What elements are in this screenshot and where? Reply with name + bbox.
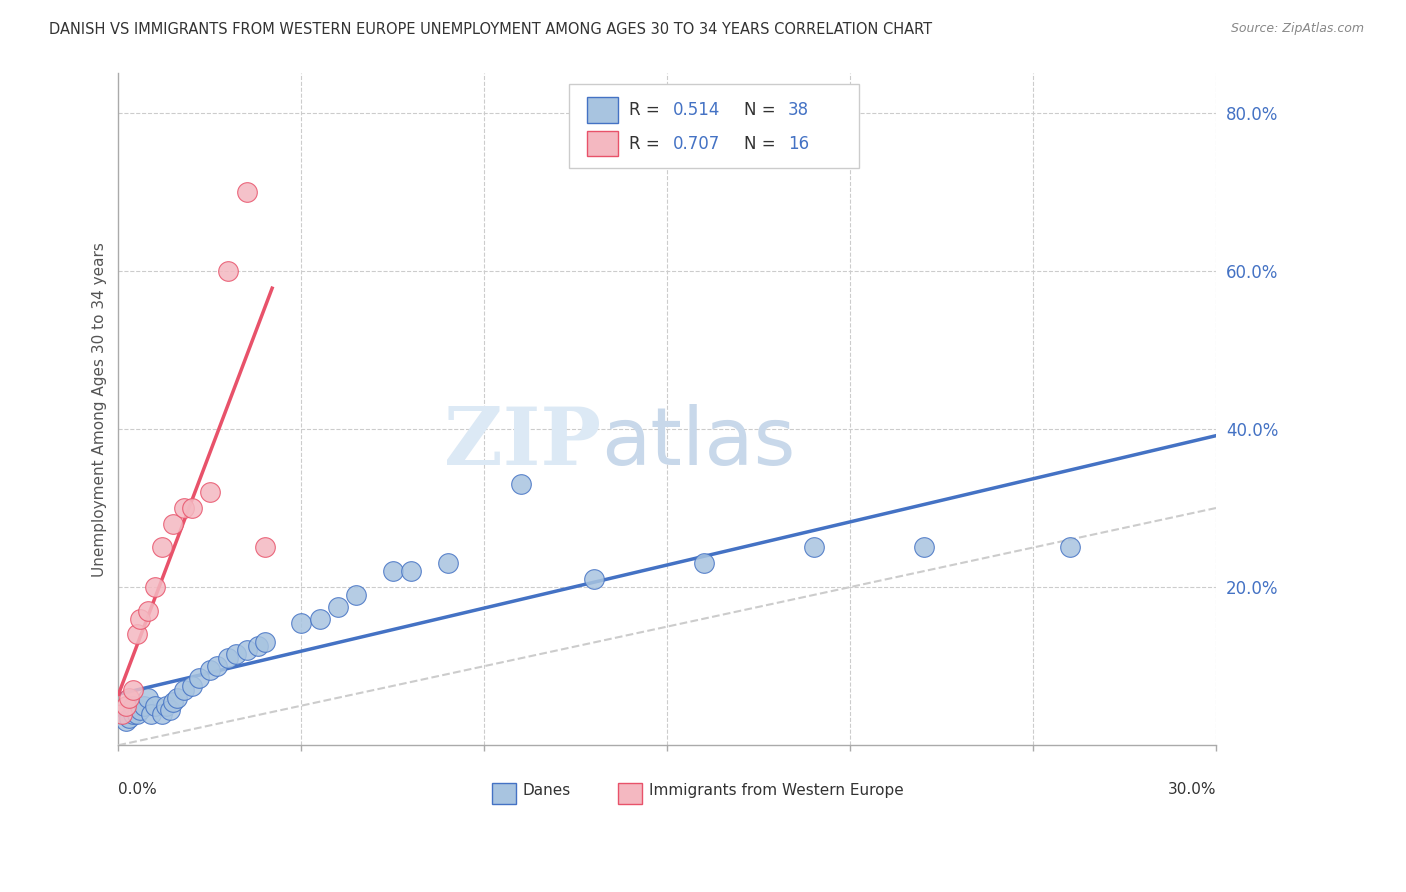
Point: [399, 564, 422, 578]
Point: [143, 698, 166, 713]
Point: [381, 564, 404, 578]
Text: R =: R =: [628, 101, 665, 119]
FancyBboxPatch shape: [568, 85, 859, 169]
Point: [198, 485, 221, 500]
Point: [180, 679, 202, 693]
Point: [114, 698, 136, 713]
Point: [225, 647, 247, 661]
Point: [129, 612, 152, 626]
Text: 0.514: 0.514: [673, 101, 720, 119]
Point: [217, 651, 239, 665]
Point: [803, 541, 825, 555]
Point: [180, 500, 202, 515]
Text: DANISH VS IMMIGRANTS FROM WESTERN EUROPE UNEMPLOYMENT AMONG AGES 30 TO 34 YEARS : DANISH VS IMMIGRANTS FROM WESTERN EUROPE…: [49, 22, 932, 37]
Point: [290, 615, 312, 630]
Point: [129, 703, 152, 717]
Text: Source: ZipAtlas.com: Source: ZipAtlas.com: [1230, 22, 1364, 36]
Point: [132, 698, 155, 713]
Point: [693, 557, 716, 571]
Text: 30.0%: 30.0%: [1168, 782, 1216, 797]
Point: [125, 706, 148, 721]
Point: [136, 604, 159, 618]
Point: [235, 643, 257, 657]
Point: [436, 557, 458, 571]
Y-axis label: Unemployment Among Ages 30 to 34 years: Unemployment Among Ages 30 to 34 years: [93, 242, 107, 576]
FancyBboxPatch shape: [588, 97, 619, 123]
Point: [122, 698, 145, 713]
Point: [198, 663, 221, 677]
Point: [583, 572, 606, 586]
Point: [125, 627, 148, 641]
Point: [166, 690, 188, 705]
Text: 0.0%: 0.0%: [118, 782, 157, 797]
Point: [111, 706, 134, 721]
Text: ZIP: ZIP: [444, 404, 602, 482]
Text: R =: R =: [628, 135, 665, 153]
Point: [188, 671, 211, 685]
Point: [114, 714, 136, 729]
Text: 0.707: 0.707: [673, 135, 720, 153]
Point: [136, 690, 159, 705]
Point: [1059, 541, 1081, 555]
FancyBboxPatch shape: [588, 131, 619, 156]
Point: [150, 541, 173, 555]
Text: 16: 16: [789, 135, 810, 153]
Point: [173, 682, 195, 697]
Point: [344, 588, 367, 602]
Point: [326, 599, 349, 614]
Point: [118, 690, 141, 705]
Point: [141, 706, 163, 721]
Text: N =: N =: [744, 101, 782, 119]
FancyBboxPatch shape: [492, 783, 516, 805]
Point: [246, 640, 269, 654]
Point: [122, 706, 145, 721]
FancyBboxPatch shape: [619, 783, 643, 805]
Point: [143, 580, 166, 594]
Point: [253, 541, 276, 555]
Point: [162, 516, 184, 531]
Point: [510, 477, 533, 491]
Point: [118, 710, 141, 724]
Point: [150, 706, 173, 721]
Point: [207, 659, 229, 673]
Point: [308, 612, 330, 626]
Point: [122, 682, 145, 697]
Point: [217, 263, 239, 277]
Point: [159, 703, 181, 717]
Text: atlas: atlas: [602, 404, 796, 482]
Text: 38: 38: [789, 101, 810, 119]
Point: [162, 695, 184, 709]
Point: [173, 500, 195, 515]
Point: [253, 635, 276, 649]
Point: [155, 698, 177, 713]
Point: [235, 185, 257, 199]
Text: N =: N =: [744, 135, 782, 153]
Text: Immigrants from Western Europe: Immigrants from Western Europe: [648, 783, 904, 798]
Text: Danes: Danes: [523, 783, 571, 798]
Point: [912, 541, 935, 555]
